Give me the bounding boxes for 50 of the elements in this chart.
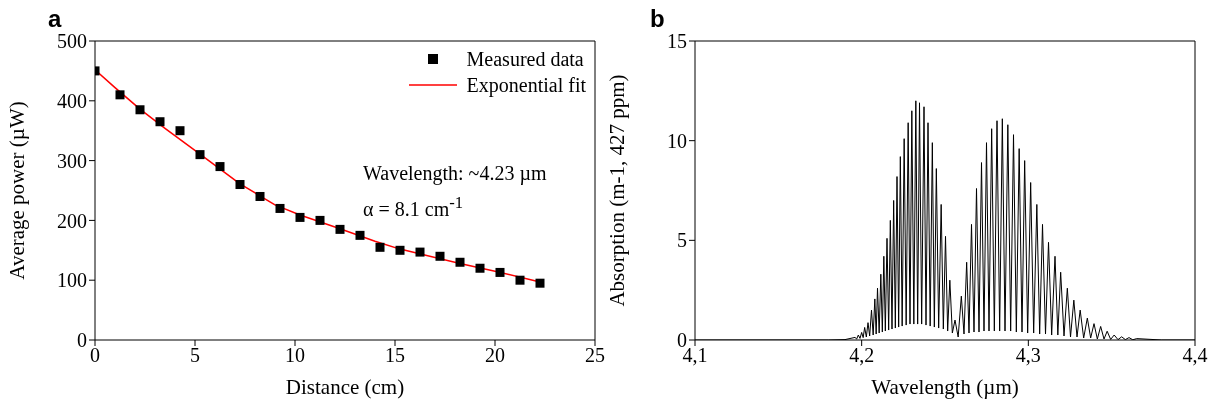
point: [455, 257, 465, 267]
point: [315, 215, 325, 225]
point: [495, 267, 505, 277]
point: [255, 191, 265, 201]
y-tick-label: 500: [57, 30, 87, 53]
y-tick-label: 200: [57, 209, 87, 232]
y-tick-label: 5: [677, 229, 687, 252]
x-tick-label: 4,2: [849, 344, 875, 367]
legend-label: Measured data: [466, 47, 584, 72]
legend-label: Exponential fit: [466, 73, 586, 98]
point: [515, 275, 525, 285]
point: [375, 242, 385, 252]
chart-title: b: [650, 5, 665, 32]
y-tick-label: 10: [667, 129, 687, 152]
x-tick-label: 4,4: [1182, 344, 1208, 367]
x-axis-title: Wavelength (µm): [871, 375, 1019, 399]
point: [135, 105, 145, 115]
point: [395, 245, 405, 255]
x-tick-label: 20: [485, 344, 505, 367]
y-axis-title: Absorption (m-1, 427 ppm): [605, 74, 630, 307]
point: [275, 203, 285, 213]
annotation: Wavelength: ~4.23 µm: [363, 161, 547, 187]
point: [435, 251, 445, 261]
y-tick-label: 100: [57, 269, 87, 292]
x-tick-label: 25: [585, 344, 605, 367]
point: [155, 117, 165, 127]
x-tick-label: 5: [190, 344, 200, 367]
y-tick-label: 400: [57, 89, 87, 112]
point: [535, 278, 545, 288]
point: [475, 263, 485, 273]
point: [355, 230, 365, 240]
point: [215, 162, 225, 172]
chart-title: a: [48, 5, 62, 32]
point: [295, 212, 305, 222]
y-tick-label: 0: [77, 329, 87, 352]
point: [335, 224, 345, 234]
y-tick-label: 15: [667, 30, 687, 53]
x-tick-label: 15: [385, 344, 405, 367]
point: [195, 150, 205, 160]
y-axis-title: Average power (µW): [5, 101, 30, 280]
y-tick-label: 300: [57, 149, 87, 172]
point: [115, 90, 125, 100]
y-tick-label: 0: [677, 329, 687, 352]
x-axis-title: Distance (cm): [285, 375, 405, 399]
x-tick-label: 4,3: [1015, 344, 1041, 367]
annotation: α = 8.1 cm$^{-1}$: [363, 192, 465, 222]
point: [415, 247, 425, 257]
point: [175, 126, 185, 136]
point: [235, 180, 245, 190]
x-tick-label: 10: [285, 344, 305, 367]
